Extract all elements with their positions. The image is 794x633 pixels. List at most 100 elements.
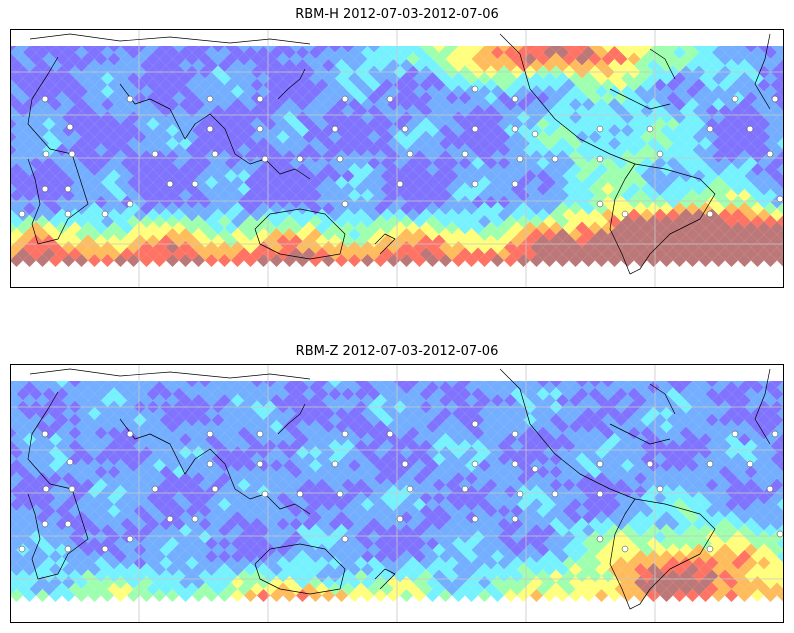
field-layer (10, 381, 784, 602)
field-cell (218, 589, 231, 602)
field-cell (458, 381, 472, 388)
field-cell (452, 589, 465, 602)
station-marker (101, 210, 109, 218)
field-cell (10, 221, 17, 235)
field-cell (127, 589, 140, 602)
field-cell (731, 381, 745, 388)
field-cell (647, 254, 660, 267)
station-marker (551, 155, 559, 163)
field-cell (68, 381, 82, 388)
station-marker (341, 95, 349, 103)
field-cell (10, 143, 17, 157)
field-cell (777, 394, 784, 407)
station-marker (41, 185, 49, 193)
coastline (649, 48, 676, 80)
station-marker (336, 490, 344, 498)
station-marker (18, 545, 26, 553)
station-marker (206, 460, 214, 468)
field-cell (10, 530, 17, 544)
field-cell (640, 381, 654, 388)
station-marker (511, 430, 519, 438)
station-marker (191, 515, 199, 523)
field-cell (107, 46, 121, 53)
field-cell (504, 589, 517, 602)
map-frame (10, 29, 784, 288)
field-cell (361, 589, 374, 602)
station-marker (68, 485, 76, 493)
station-marker (64, 185, 72, 193)
field-cell (231, 254, 244, 267)
field-cell (777, 202, 784, 215)
field-cell (10, 478, 17, 492)
station-marker (211, 485, 219, 493)
field-cell (29, 46, 43, 53)
field-cell (10, 247, 17, 261)
field-cell (478, 589, 491, 602)
field-cell (523, 381, 537, 388)
field-cell (380, 381, 394, 388)
field-cell (276, 46, 290, 53)
coastline (609, 163, 716, 275)
field-cell (10, 104, 17, 118)
field-cell (614, 46, 628, 53)
field-cell (718, 381, 732, 388)
field-cell (601, 381, 615, 388)
field-cell (29, 381, 43, 388)
field-cell (517, 254, 530, 267)
station-marker (151, 150, 159, 158)
station-marker (166, 180, 174, 188)
field-cell (179, 254, 192, 267)
field-cell (491, 589, 504, 602)
field-cell (62, 254, 75, 267)
station-marker (191, 180, 199, 188)
field-cell (497, 381, 511, 388)
field-cell (120, 46, 134, 53)
field-cell (660, 254, 673, 267)
field-cell (705, 46, 719, 53)
field-cell (770, 381, 784, 388)
coastline (754, 33, 771, 110)
field-cell (764, 254, 777, 267)
panel-title-rbm-z: RBM-Z 2012-07-03-2012-07-06 (295, 344, 499, 359)
field-cell (198, 46, 212, 53)
station-marker (18, 210, 26, 218)
field-cell (413, 254, 426, 267)
field-cell (777, 215, 784, 228)
station-marker (646, 125, 654, 133)
field-cell (458, 46, 472, 53)
coastline (649, 383, 676, 415)
field-cell (692, 381, 706, 388)
field-cell (777, 537, 784, 550)
field-cell (777, 498, 784, 511)
field-cell (582, 254, 595, 267)
field-cell (536, 381, 550, 388)
field-cell (562, 46, 576, 53)
station-marker (64, 520, 72, 528)
field-cell (588, 46, 602, 53)
station-marker (126, 535, 134, 543)
field-cell (614, 381, 628, 388)
field-cell (10, 91, 17, 105)
field-cell (666, 381, 680, 388)
station-marker (471, 420, 479, 428)
field-cell (10, 439, 17, 453)
field-cell (36, 589, 49, 602)
field-cell (276, 381, 290, 388)
station-marker (731, 430, 739, 438)
coastlines (27, 33, 771, 275)
field-cell (10, 517, 17, 531)
coastline (234, 488, 311, 515)
field-cell (712, 254, 725, 267)
field-cell (497, 46, 511, 53)
station-marker (516, 155, 524, 163)
field-cell (10, 182, 17, 196)
coastline (27, 56, 89, 245)
field-cell (107, 381, 121, 388)
field-cell (543, 589, 556, 602)
field-cell (523, 46, 537, 53)
station-marker (406, 485, 414, 493)
field-cell (127, 254, 140, 267)
field-cell (588, 381, 602, 388)
field-cell (166, 589, 179, 602)
station-marker (101, 545, 109, 553)
